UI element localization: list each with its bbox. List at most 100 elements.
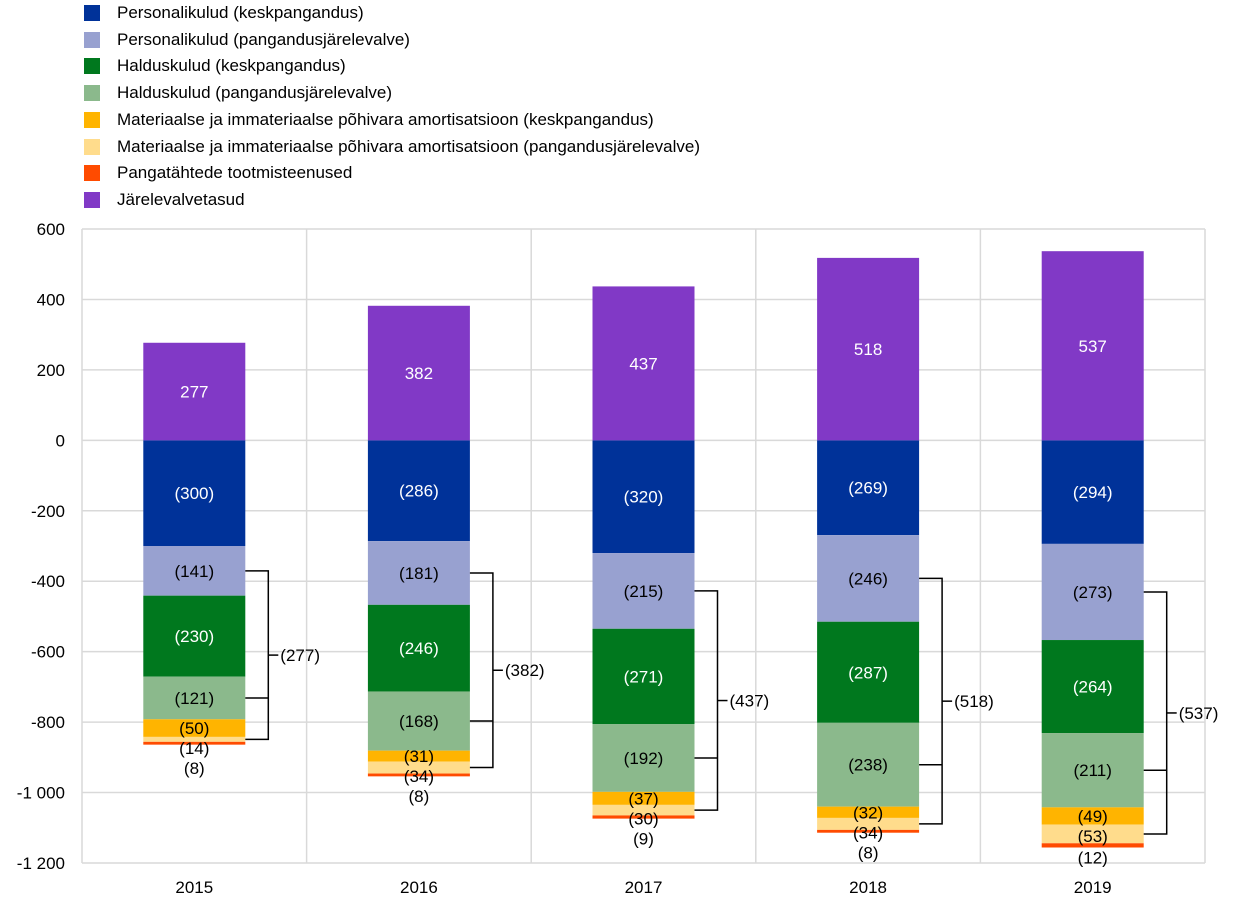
y-tick-label: -400 — [31, 572, 65, 591]
y-tick-label: -1 000 — [17, 784, 65, 803]
bar-segment — [1041, 824, 1144, 844]
data-label: (121) — [174, 689, 214, 708]
legend-item: Halduskulud (pangandusjärelevalve) — [84, 83, 392, 103]
y-tick-label: 400 — [37, 290, 65, 309]
bar-segment — [143, 546, 246, 596]
y-tick-label: -800 — [31, 713, 65, 732]
data-label: (246) — [848, 569, 888, 588]
y-tick-label: -1 200 — [17, 854, 65, 873]
data-label: (31) — [404, 747, 434, 766]
data-label: (264) — [1073, 678, 1113, 697]
bracket-total-label: (437) — [730, 692, 770, 711]
y-tick-label: 200 — [37, 361, 65, 380]
bracket-total-label: (518) — [954, 692, 994, 711]
bar-segment — [367, 773, 470, 777]
legend-swatch — [84, 165, 100, 182]
data-label: (320) — [624, 488, 664, 507]
bar-segment — [592, 553, 695, 629]
bracket — [245, 570, 270, 741]
data-label: (294) — [1073, 483, 1113, 502]
bar-segment — [367, 750, 470, 762]
data-label: (50) — [179, 719, 209, 738]
bar-segment — [143, 676, 246, 720]
bar-segment — [367, 604, 470, 692]
legend-label: Halduskulud (keskpangandus) — [117, 56, 346, 76]
legend-swatch — [84, 111, 100, 128]
legend-item: Halduskulud (keskpangandus) — [84, 56, 346, 76]
bar-segment — [367, 691, 470, 751]
data-label: 518 — [854, 340, 882, 359]
legend-swatch — [84, 191, 100, 208]
bar-segment — [817, 440, 920, 536]
y-tick-label: -200 — [31, 502, 65, 521]
bar-segment — [1041, 440, 1144, 544]
bar-segment — [1041, 807, 1144, 825]
data-label: 437 — [629, 354, 657, 373]
bar-segment — [817, 806, 920, 818]
bar-segment — [592, 628, 695, 725]
data-label: (181) — [399, 564, 439, 583]
legend-swatch — [84, 85, 100, 102]
data-label: (287) — [848, 663, 888, 682]
data-label: (12) — [1078, 849, 1108, 868]
legend-item: Materiaalse ja immateriaalse põhivara am… — [84, 137, 700, 157]
legend-item: Personalikulud (pangandusjärelevalve) — [84, 30, 410, 50]
bar-segment — [367, 761, 470, 774]
bar-segment — [367, 541, 470, 605]
legend-item: Pangatähtede tootmisteenused — [84, 163, 352, 183]
data-label: (37) — [628, 789, 658, 808]
x-tick-label: 2015 — [175, 878, 213, 897]
bar-segment — [143, 736, 246, 742]
data-label: (9) — [633, 829, 654, 848]
data-label: (8) — [858, 843, 879, 862]
bracket-total-label: (537) — [1179, 704, 1219, 723]
bar-segment — [592, 440, 695, 554]
bar-segment — [143, 342, 246, 441]
data-label: 277 — [180, 383, 208, 402]
data-label: 382 — [405, 364, 433, 383]
bar-segment — [1041, 640, 1144, 734]
bar-segment — [592, 804, 695, 816]
data-label: (269) — [848, 479, 888, 498]
bar-segment — [1041, 733, 1144, 808]
data-label: (300) — [174, 484, 214, 503]
legend-label: Materiaalse ja immateriaalse põhivara am… — [117, 109, 654, 129]
bracket — [1143, 591, 1168, 835]
legend-item: Materiaalse ja immateriaalse põhivara am… — [84, 110, 654, 130]
bracket-total-label: (382) — [505, 661, 545, 680]
bar-segment — [143, 741, 246, 745]
x-tick-label: 2018 — [849, 878, 887, 897]
bracket-total-label: (277) — [280, 646, 320, 665]
y-tick-label: -600 — [31, 643, 65, 662]
data-label: (49) — [1078, 807, 1108, 826]
data-label: (215) — [624, 582, 664, 601]
bar-segment — [592, 791, 695, 805]
data-label: (141) — [174, 562, 214, 581]
bracket — [919, 577, 943, 825]
legend-swatch — [84, 138, 100, 155]
data-label: (286) — [399, 482, 439, 501]
bar-segment — [1041, 543, 1144, 641]
data-label: (238) — [848, 756, 888, 775]
y-tick-label: 600 — [37, 220, 65, 239]
data-label: (14) — [179, 739, 209, 758]
bar-segment — [592, 286, 695, 441]
bar-segment — [817, 722, 920, 807]
bar-segment — [817, 257, 920, 441]
legend-item: Personalikulud (keskpangandus) — [84, 3, 364, 23]
data-label: (271) — [624, 667, 664, 686]
bar-segment — [1041, 251, 1144, 441]
bar-segment — [143, 719, 246, 737]
bar-segment — [817, 621, 920, 723]
data-label: (34) — [404, 767, 434, 786]
legend-label: Materiaalse ja immateriaalse põhivara am… — [117, 136, 701, 156]
data-label: (8) — [409, 787, 430, 806]
data-label: (34) — [853, 823, 883, 842]
bar-segment — [367, 440, 470, 542]
legend-swatch — [84, 31, 100, 48]
data-label: (53) — [1078, 827, 1108, 846]
bar-segment — [817, 817, 920, 830]
bar-segment — [1041, 843, 1144, 848]
